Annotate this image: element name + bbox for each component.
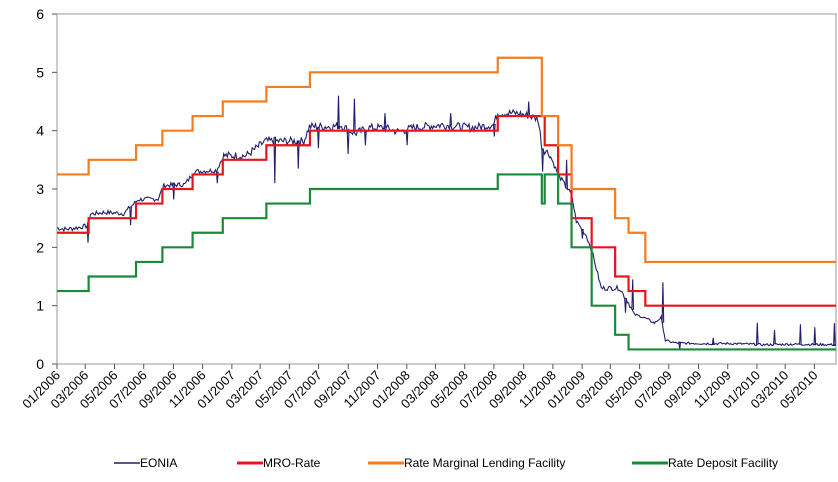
legend-label: Rate Deposit Facility: [668, 456, 778, 470]
legend-label: EONIA: [140, 456, 177, 470]
y-tick-label: 4: [36, 123, 44, 139]
legend: EONIA MRO-Rate Rate Marginal Lending Facil…: [114, 456, 778, 470]
series-line: [57, 114, 836, 307]
y-tick-label: 2: [36, 239, 44, 255]
y-tick-label: 5: [36, 64, 44, 80]
legend-label: Rate Marginal Lending Facility: [404, 456, 565, 470]
y-tick-label: 3: [36, 181, 44, 197]
series-line: [57, 173, 836, 351]
y-tick-label: 6: [36, 6, 44, 22]
series-layer: [56, 56, 837, 351]
legend-label: MRO-Rate: [263, 456, 321, 470]
y-tick-label: 1: [36, 298, 44, 314]
y-tick-label: 0: [36, 356, 44, 372]
series-line: [57, 56, 836, 264]
